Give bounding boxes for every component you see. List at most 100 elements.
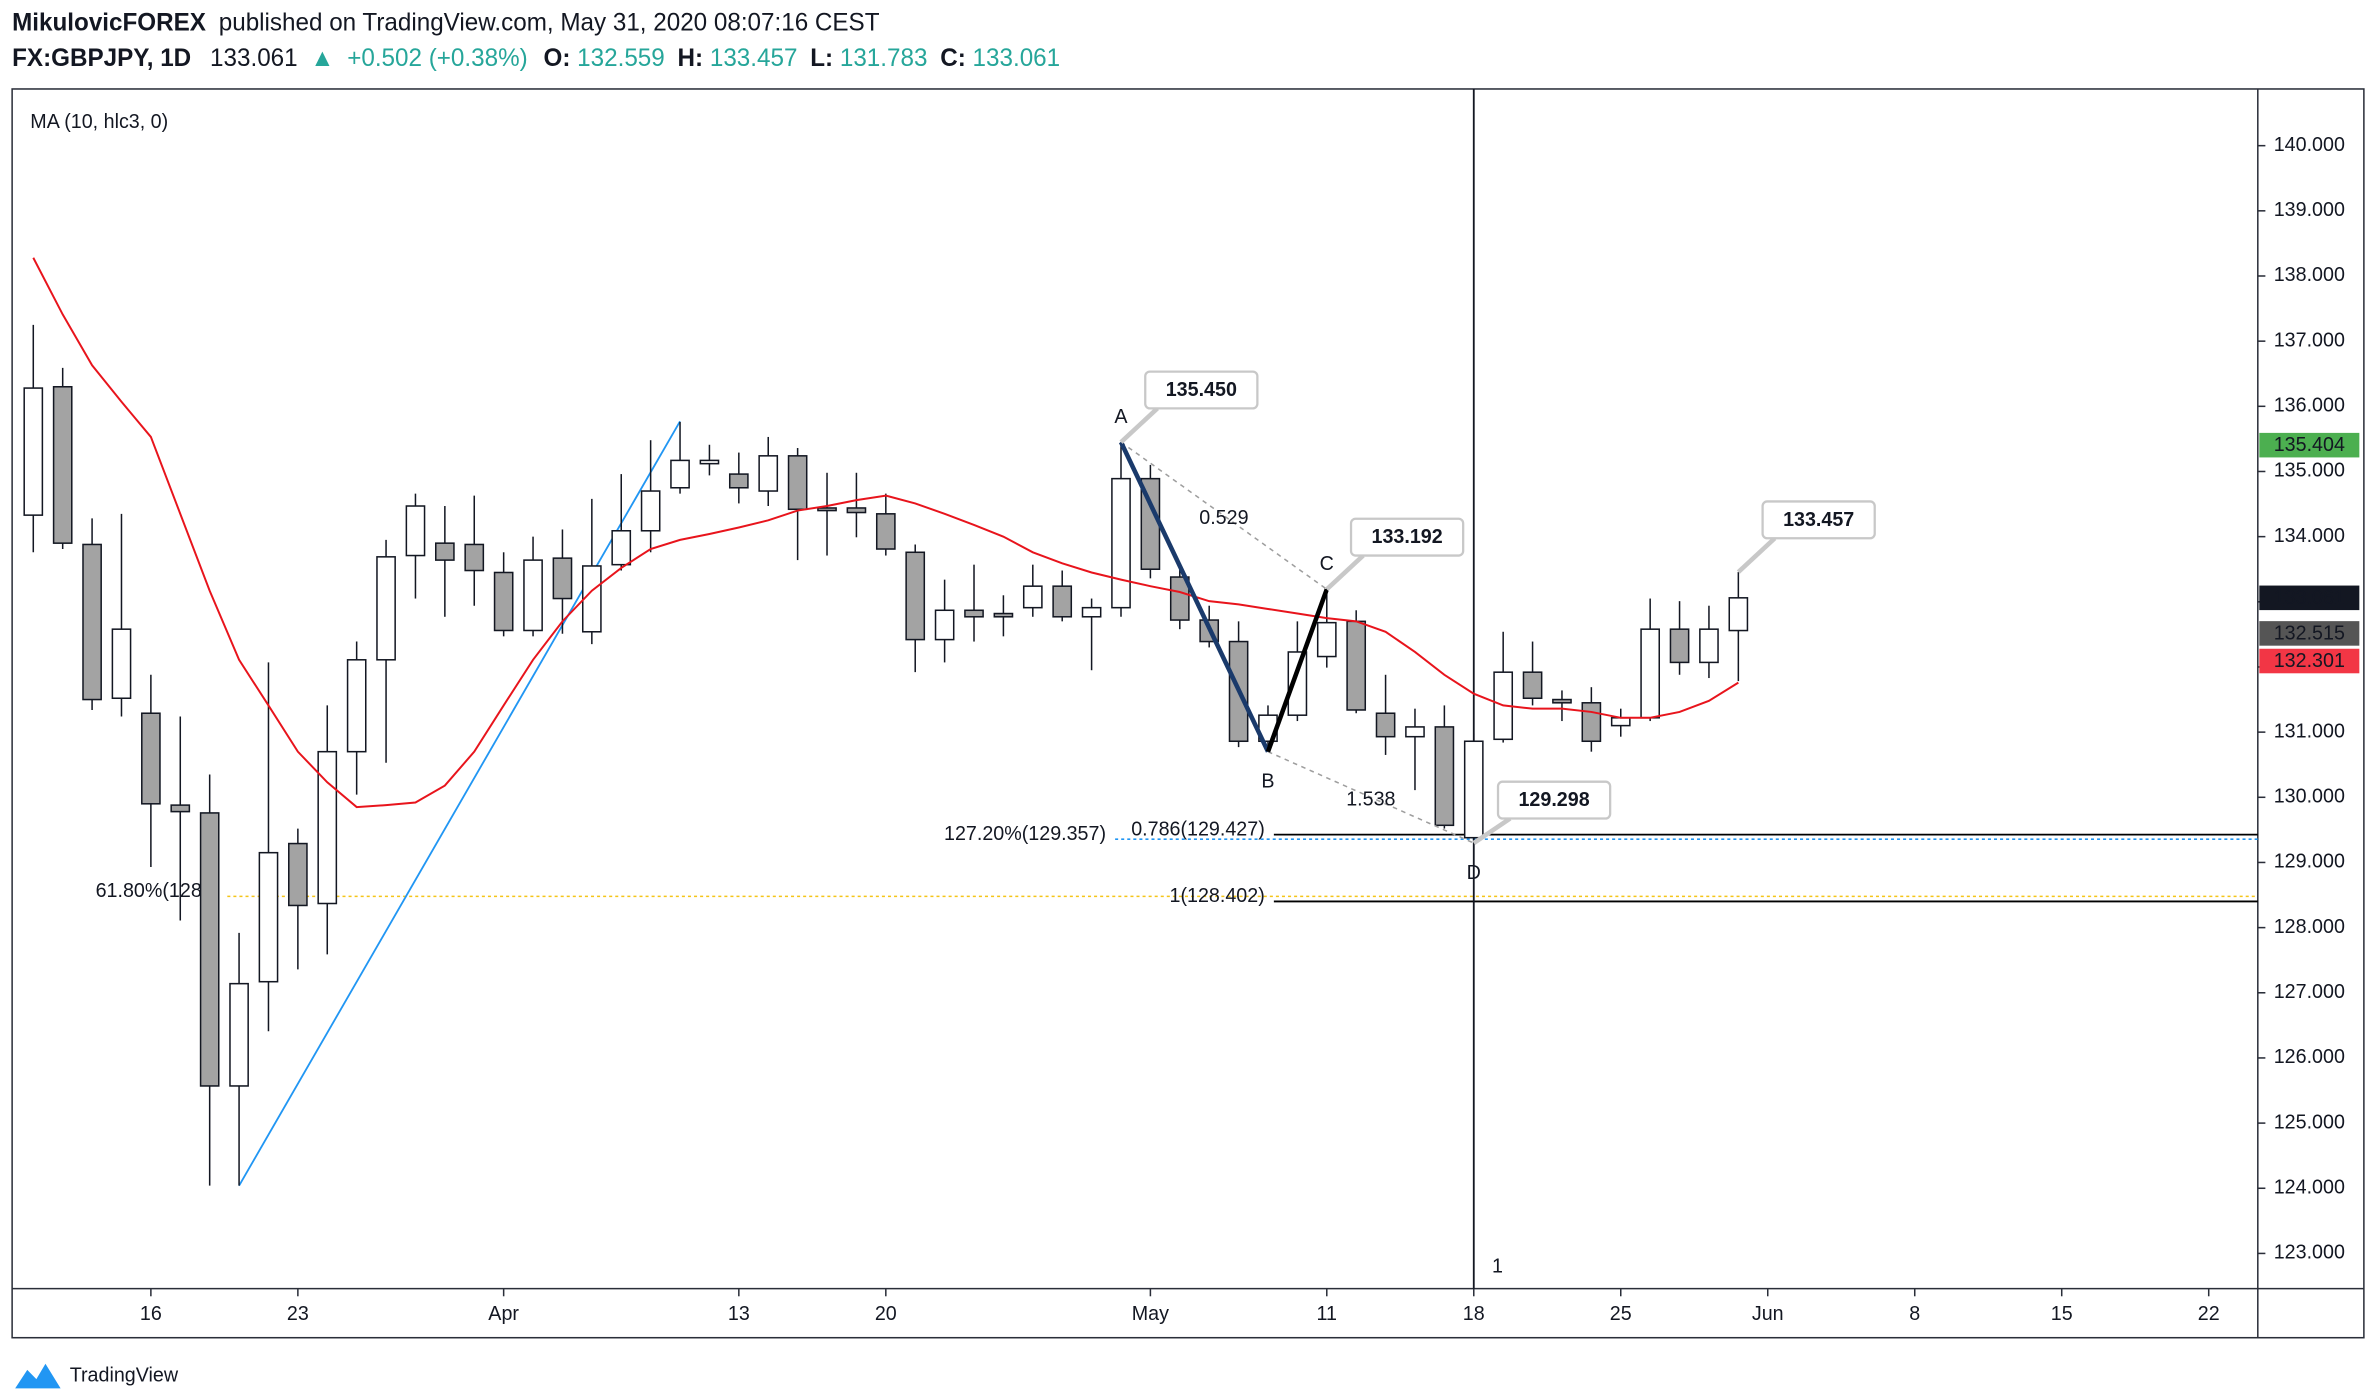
pattern-ratio: 0.529 [1199,507,1248,529]
vertical-line-label: 1 [1492,1255,1503,1277]
y-tick-label: 129.000 [2274,851,2345,873]
pattern-label: A [1114,406,1128,428]
level-label: 127.20%(129.357) [944,823,1106,845]
x-tick-label: May [1132,1303,1169,1325]
author: MikulovicFOREX [12,10,207,37]
callout: 133.192 [1325,517,1465,591]
pattern-ratio: 1.538 [1346,789,1395,811]
y-tick-label: 128.000 [2274,916,2345,938]
candle-body [1552,698,1572,704]
candle-body [1463,740,1484,839]
y-tick-label: 135.000 [2274,460,2345,482]
x-tick-label: 23 [287,1303,309,1325]
candle-body [258,851,279,983]
pattern-guide [1120,441,1328,590]
callout-label: 133.457 [1783,509,1854,531]
candle-body [728,473,749,489]
callout-box [1496,780,1612,820]
candle-body [1405,726,1425,738]
candle-body [670,459,690,489]
callout-box [1349,517,1465,557]
price-label-bg [2259,585,2360,611]
candle-body [493,571,514,632]
candle-body [1522,671,1543,700]
candle-body [229,982,249,1087]
candle-body [1375,712,1396,738]
candle-body [581,565,602,633]
candle-body [199,812,220,1087]
indicator-title: MA (10, hlc3, 0) [30,111,168,133]
y-tick-label: 140.000 [2274,134,2345,156]
candle-body [405,505,426,557]
candle-body [23,387,44,516]
price-label: 133.061 [2274,587,2345,609]
y-tick-label: 136.000 [2274,394,2345,416]
callout-pointer [1736,536,1777,574]
y-tick-label: 124.000 [2274,1176,2345,1198]
candle-body [376,556,396,661]
arrow: ▲ [310,45,334,72]
candle-body [1316,621,1337,658]
callout-label: 133.192 [1372,526,1443,548]
plot: 61.80%(128.4 127.20%(129.357) 0.786(129.42… [23,88,2258,1289]
symbol: FX:GBPJPY, 1D [12,45,191,72]
callout-label: 135.450 [1166,379,1237,401]
callout-pointer [1325,553,1365,591]
l: 131.783 [840,45,928,72]
callout: 129.298 [1472,780,1612,845]
x-tick-label: Jun [1752,1303,1784,1325]
candle-body [1081,606,1102,618]
candle-body [523,559,543,632]
price-label: 132.515 [2274,622,2345,644]
candle-body [1346,620,1367,711]
x-tick-label: 18 [1463,1303,1485,1325]
candle-body [1728,597,1749,632]
candle-body [1669,628,1690,664]
y-tick-label: 126.000 [2274,1046,2345,1068]
candle-body [1022,585,1043,609]
pattern-label: D [1467,862,1481,884]
candle-body [1052,585,1073,618]
candle-body [82,543,102,701]
candle-body [1169,576,1190,621]
y-tick-label: 127.000 [2274,981,2345,1003]
x-tick-label: 11 [1317,1303,1337,1325]
price-label-bg [2259,432,2360,458]
h-label: H: [678,45,704,72]
callout: 135.450 [1119,370,1259,444]
level-label: 1(128.402) [1170,885,1265,907]
candle-body [846,507,867,514]
y-tick-label: 134.000 [2274,525,2345,547]
pattern-label: C [1320,553,1334,575]
x-tick-label: 13 [728,1303,750,1325]
candle-body [1640,628,1661,719]
candle-body [1581,702,1602,743]
candle-body [640,490,661,532]
candle-body [875,513,896,550]
candle-body [141,712,161,805]
candle-body [1287,651,1308,716]
candle-body [317,750,338,905]
c: 133.061 [973,45,1061,72]
candle-body [111,628,132,700]
logo-icon [15,1363,61,1389]
y-tick-label: 131.000 [2274,720,2345,742]
candle-body [52,386,73,544]
candle-body [993,612,1014,618]
candle-body [464,543,485,572]
pattern-label: B [1261,771,1274,793]
candle-body [346,659,367,753]
y-tick-label: 138.000 [2274,264,2345,286]
o-label: O: [544,45,571,72]
x-tick-label: 15 [2051,1303,2073,1325]
candle-body [905,551,926,641]
candle-body [1111,477,1131,609]
ma-line [32,257,1739,809]
l-label: L: [810,45,833,72]
level-label: 61.80%(128.4 [96,880,219,902]
last: 133.061 [210,45,298,72]
candle-body [1610,717,1631,727]
y-tick-label: 137.000 [2274,329,2345,351]
logo: TradingView [15,1363,179,1389]
